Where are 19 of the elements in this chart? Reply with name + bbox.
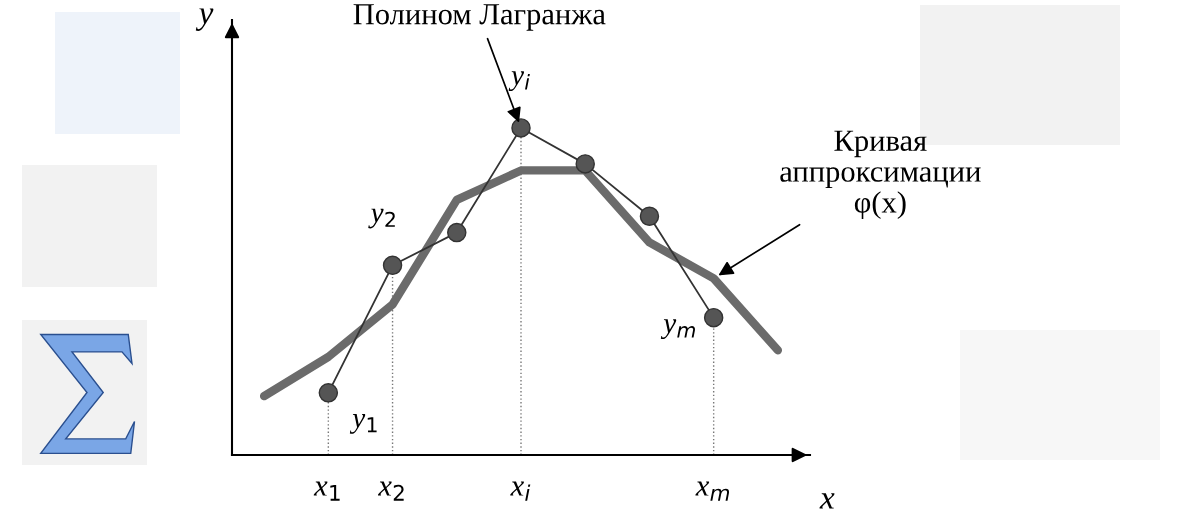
point <box>318 383 339 403</box>
point <box>703 307 724 328</box>
point <box>575 154 595 174</box>
point <box>511 118 531 138</box>
y-axis-title: y <box>195 8 214 31</box>
annotation: y$_{2}$ <box>368 208 395 229</box>
annotation: Кривая аппроксимации φ(x) <box>780 130 981 219</box>
x-tick-label: x$_{1}$ <box>313 481 340 501</box>
annotation: y$_{1}$ <box>349 414 377 434</box>
x-tick-label: x$_{2}$ <box>377 481 404 501</box>
x-tick-label: x$_{m}$ <box>695 481 730 501</box>
annotation: y$_{i}$ <box>508 71 530 92</box>
point <box>639 206 660 226</box>
point <box>382 255 403 276</box>
x-axis-title: x <box>819 493 835 509</box>
annotation: y$_{m}$ <box>660 319 695 340</box>
x-tick-label: x$_{i}$ <box>510 481 531 501</box>
text: Полином Лагранжа <box>353 4 606 31</box>
point <box>447 222 467 243</box>
